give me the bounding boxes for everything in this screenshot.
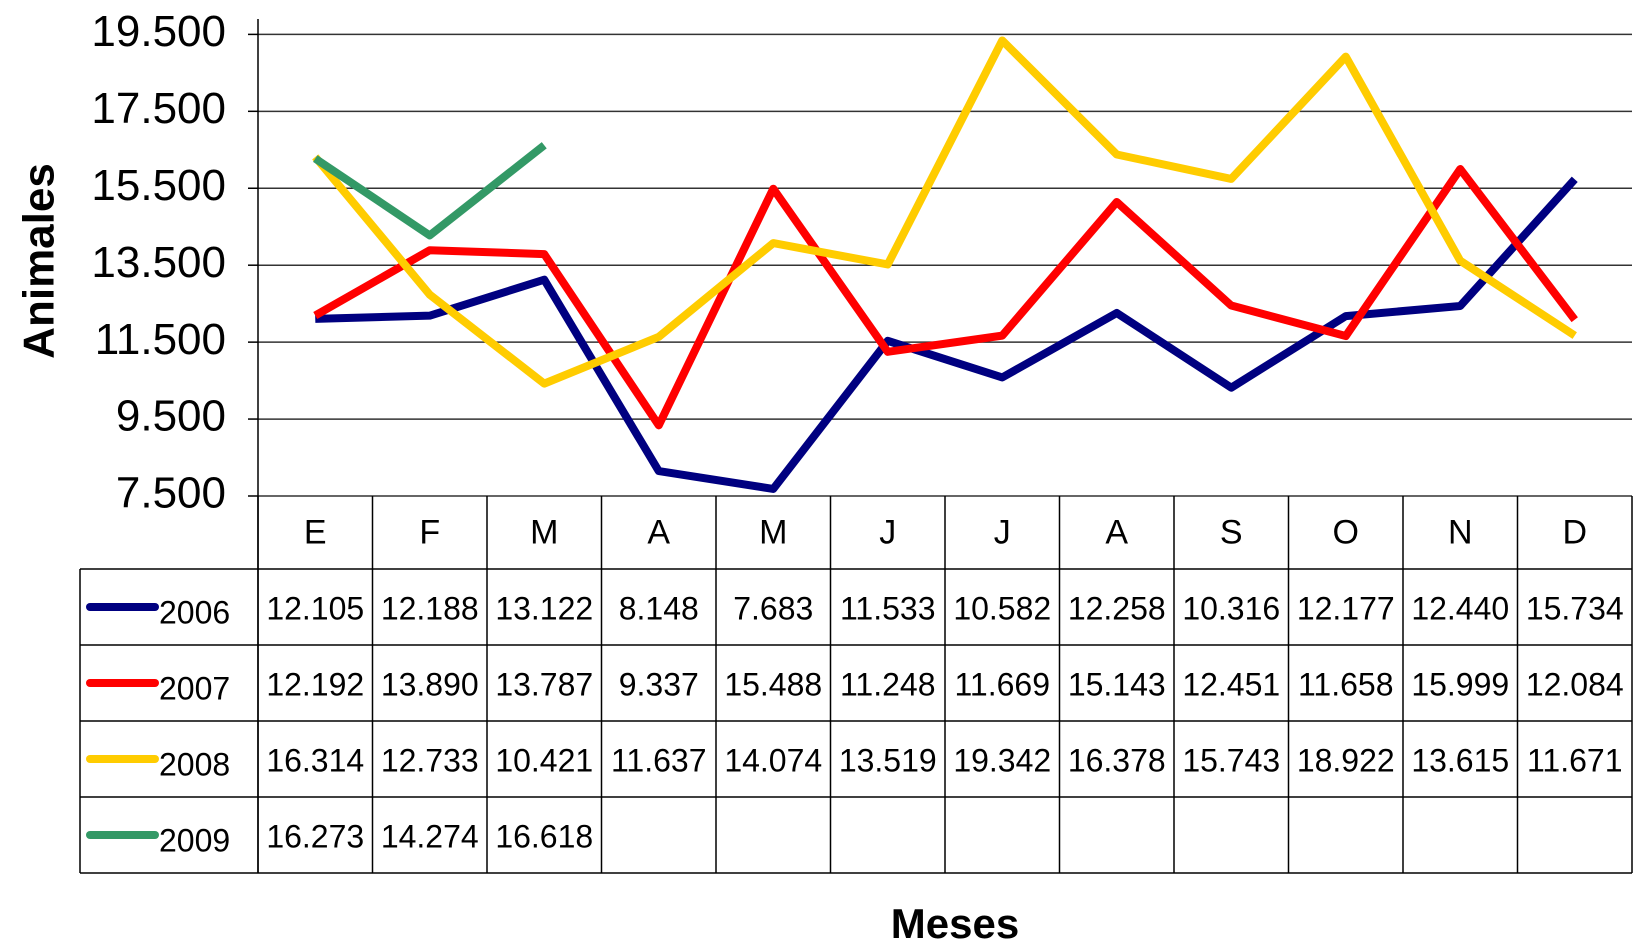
x-tick-label: J (879, 513, 896, 551)
data-table-value: 10.316 (1182, 590, 1280, 626)
data-table-value: 13.890 (381, 666, 479, 702)
y-tick-label: 9.500 (116, 392, 226, 441)
x-tick-label: O (1333, 513, 1359, 551)
series-line (313, 142, 547, 240)
data-table-value: 13.122 (495, 590, 593, 626)
data-table-value: 12.084 (1526, 666, 1624, 702)
data-table-value: 12.105 (266, 590, 364, 626)
data-table-value: 12.177 (1297, 590, 1395, 626)
data-table-value: 14.074 (724, 742, 822, 778)
x-tick-label: M (759, 513, 787, 551)
data-table-value: 16.618 (495, 818, 593, 854)
y-tick-label: 17.500 (91, 84, 226, 133)
series-line (315, 176, 1578, 493)
data-table-value: 11.671 (1527, 742, 1623, 778)
data-table-value: 18.922 (1297, 742, 1395, 778)
x-tick-label: J (994, 513, 1011, 551)
data-table-value: 15.143 (1068, 666, 1166, 702)
x-tick-label: A (647, 513, 670, 551)
legend-label: 2009 (159, 822, 230, 858)
data-table-value: 7.683 (733, 590, 813, 626)
data-table-value: 12.192 (266, 666, 364, 702)
legend-label: 2008 (159, 746, 230, 782)
x-tick-label: N (1448, 513, 1473, 551)
y-tick-label: 7.500 (116, 469, 226, 518)
data-table-value: 11.637 (611, 742, 707, 778)
data-table-value: 12.258 (1068, 590, 1166, 626)
y-axis-title: Animales (15, 163, 64, 359)
x-axis-title: Meses (891, 900, 1019, 947)
data-table-value: 10.421 (495, 742, 593, 778)
data-table-value: 11.248 (840, 666, 936, 702)
y-tick-label: 19.500 (91, 7, 226, 56)
x-tick-label: S (1220, 513, 1243, 551)
data-table-value: 16.273 (266, 818, 364, 854)
x-tick-label: M (530, 513, 558, 551)
data-table-value: 10.582 (953, 590, 1051, 626)
legend-label: 2006 (159, 594, 230, 630)
data-table-value: 15.999 (1411, 666, 1509, 702)
data-table-value: 14.274 (381, 818, 479, 854)
data-table-value: 8.148 (619, 590, 699, 626)
data-table-value: 13.519 (839, 742, 937, 778)
y-tick-label: 11.500 (95, 315, 226, 364)
data-table-value: 12.188 (381, 590, 479, 626)
x-tick-label: E (304, 513, 327, 551)
y-tick-label: 13.500 (91, 238, 226, 287)
data-table-value: 16.314 (266, 742, 364, 778)
data-table-value: 11.658 (1298, 666, 1394, 702)
x-tick-label: A (1105, 513, 1128, 551)
x-tick-label: D (1562, 513, 1587, 551)
data-table-value: 9.337 (619, 666, 699, 702)
data-table-value: 11.669 (955, 666, 1051, 702)
legend-label: 2007 (159, 670, 230, 706)
data-table-value: 15.734 (1526, 590, 1624, 626)
data-table-value: 11.533 (840, 590, 936, 626)
data-table-value: 19.342 (953, 742, 1051, 778)
data-table-value: 12.440 (1411, 590, 1509, 626)
x-tick-label: F (419, 513, 440, 551)
data-table-value: 13.787 (495, 666, 593, 702)
data-table-value: 15.488 (724, 666, 822, 702)
data-table-value: 16.378 (1068, 742, 1166, 778)
y-tick-label: 15.500 (91, 161, 226, 210)
series-line (312, 36, 1577, 388)
data-table-value: 12.733 (381, 742, 479, 778)
data-table-value: 15.743 (1182, 742, 1280, 778)
data-table-value: 13.615 (1411, 742, 1509, 778)
series-line (313, 165, 1578, 430)
data-table-value: 12.451 (1182, 666, 1280, 702)
